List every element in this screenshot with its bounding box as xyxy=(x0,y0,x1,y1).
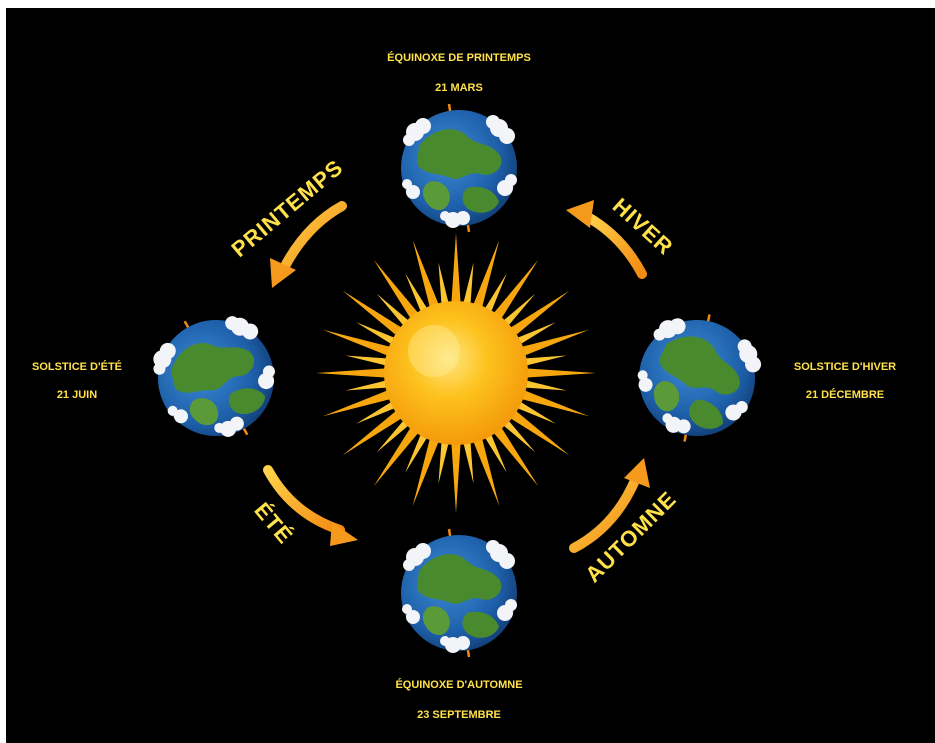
sun-ray xyxy=(462,262,474,309)
sun-ray xyxy=(405,273,430,317)
sun-ray xyxy=(490,423,539,487)
winter-solstice-date: 21 DÉCEMBRE xyxy=(806,388,884,401)
sun-ray xyxy=(322,388,395,417)
sun-ray xyxy=(356,399,400,424)
spring-equinox-date: 21 MARS xyxy=(435,82,483,94)
earth-icon-autumn-equinox xyxy=(399,527,519,659)
sun-ray xyxy=(342,290,406,339)
sun-ray xyxy=(376,416,413,453)
sun-ray xyxy=(517,388,590,417)
sun-ray xyxy=(512,399,556,424)
sun-ray xyxy=(451,233,461,308)
earth-icon-summer-solstice xyxy=(138,296,294,460)
sun-ray xyxy=(342,407,406,456)
sun-ray xyxy=(438,437,450,484)
sun-ray xyxy=(405,429,430,473)
sun-ray xyxy=(471,434,500,507)
winter-solstice-name: SOLSTICE D'HIVER xyxy=(794,361,896,373)
arrow-icon-spring xyxy=(270,201,347,288)
sun-ray xyxy=(520,379,567,391)
sun-ray xyxy=(438,262,450,309)
sun-ray xyxy=(373,423,422,487)
sun-ray xyxy=(506,407,570,456)
sun-ray xyxy=(345,355,392,367)
sun-ray xyxy=(345,379,392,391)
sun-ray xyxy=(517,329,590,358)
autumn-equinox-name: ÉQUINOXE D'AUTOMNE xyxy=(395,678,522,691)
sun-ray xyxy=(412,239,441,312)
summer-solstice-name: SOLSTICE D'ÉTÉ xyxy=(32,360,122,373)
sun-icon xyxy=(316,233,596,513)
arrow-icon-summer xyxy=(263,465,358,546)
sun-ray xyxy=(376,293,413,330)
earth-icon-spring-equinox xyxy=(399,102,519,234)
sun-ray xyxy=(512,322,556,347)
sun-ray xyxy=(322,329,395,358)
sun-ray xyxy=(521,368,596,378)
sun-ray xyxy=(482,429,507,473)
sun-ray xyxy=(499,293,536,330)
sun-ray xyxy=(462,437,474,484)
sun-ray xyxy=(451,438,461,513)
summer-solstice-date: 21 JUIN xyxy=(57,389,97,401)
spring-equinox-name: ÉQUINOXE DE PRINTEMPS xyxy=(387,51,531,64)
sun-ray xyxy=(356,322,400,347)
sun-ray xyxy=(520,355,567,367)
sun-ray xyxy=(490,259,539,323)
sun-ray xyxy=(412,434,441,507)
sun-ray xyxy=(316,368,391,378)
sun-ray xyxy=(506,290,570,339)
arrow-icon-winter xyxy=(566,200,647,279)
sun-ray xyxy=(482,273,507,317)
season-label-winter: HIVER xyxy=(608,193,678,260)
arrow-icon-autumn xyxy=(569,458,650,553)
sun-ray xyxy=(499,416,536,453)
earth-icon-winter-solstice xyxy=(619,296,775,460)
autumn-equinox-date: 23 SEPTEMBRE xyxy=(417,709,501,721)
sun-ray xyxy=(373,259,422,323)
sun-ray xyxy=(471,239,500,312)
